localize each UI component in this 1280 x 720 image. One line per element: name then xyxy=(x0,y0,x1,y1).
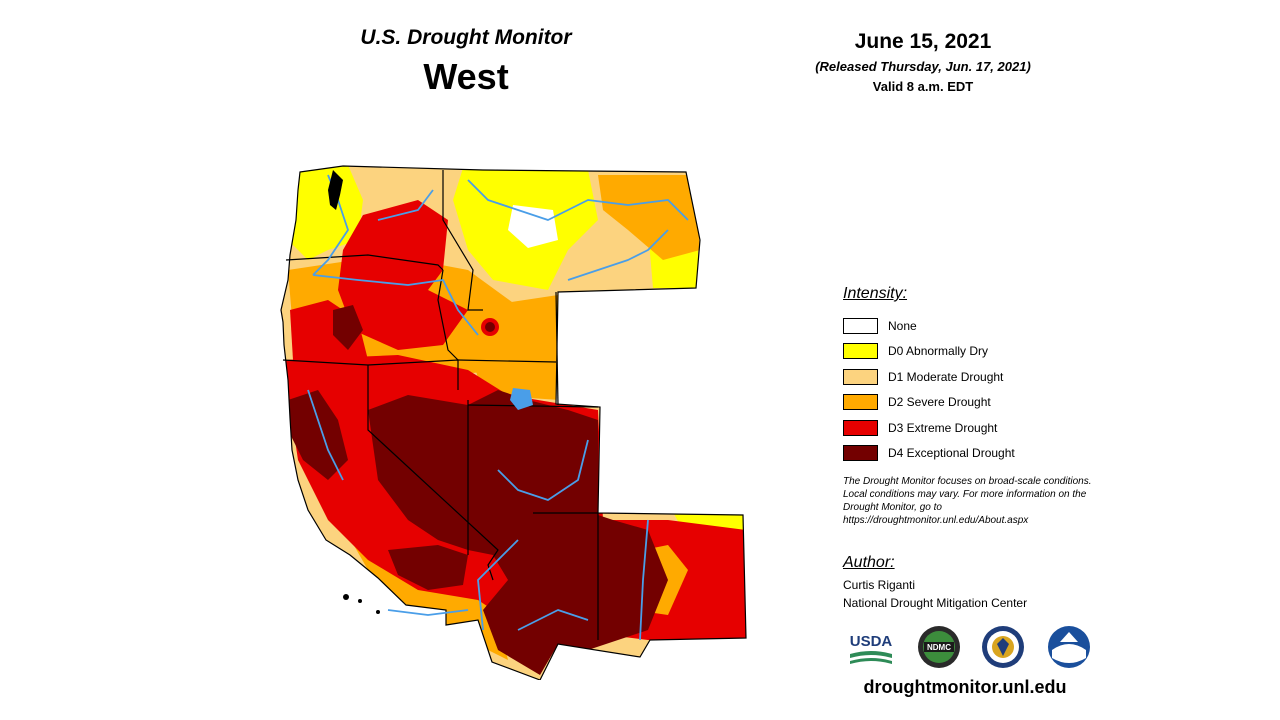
partner-logos: USDA NDMC xyxy=(848,624,1098,670)
legend-item-d2: D2 Severe Drought xyxy=(843,390,1015,416)
legend-swatch-d4 xyxy=(843,445,878,462)
legend-swatch-d1 xyxy=(843,368,878,385)
legend-swatch-none xyxy=(843,317,878,334)
legend-item-d3: D3 Extreme Drought xyxy=(843,415,1015,441)
commerce-seal-logo xyxy=(982,626,1024,668)
puget-sound-islands xyxy=(328,170,343,210)
author-heading: Author: xyxy=(843,554,895,571)
d3-spot-oregon xyxy=(419,286,427,294)
map-date: June 15, 2021 xyxy=(854,30,992,53)
legend-swatch-d2 xyxy=(843,394,878,411)
svg-text:NDMC: NDMC xyxy=(927,643,951,652)
footer-url[interactable]: droughtmonitor.unl.edu xyxy=(863,677,1067,697)
great-salt-lake xyxy=(510,388,533,410)
legend-label: None xyxy=(888,318,917,333)
d4-area-california-south xyxy=(388,545,468,590)
legend-heading: Intensity: xyxy=(843,285,908,302)
none-area-montana xyxy=(508,205,558,248)
channel-island-3 xyxy=(376,610,380,614)
channel-island-2 xyxy=(358,599,362,603)
rivers xyxy=(307,174,689,641)
legend-item-none: None xyxy=(843,313,1015,339)
map-title-region: West xyxy=(423,56,509,97)
map-title-small: U.S. Drought Monitor xyxy=(360,26,572,49)
usda-logo: USDA xyxy=(850,633,893,664)
d2-area-montana xyxy=(598,175,700,260)
ndmc-logo: NDMC xyxy=(918,626,960,668)
d3-area-north xyxy=(338,200,468,350)
channel-island-1 xyxy=(343,594,349,600)
state-borders xyxy=(280,165,747,680)
release-date: (Released Thursday, Jun. 17, 2021) xyxy=(815,59,1031,74)
drought-map xyxy=(280,165,747,680)
legend-label: D2 Severe Drought xyxy=(888,395,991,410)
legend-label: D4 Exceptional Drought xyxy=(888,446,1015,461)
author-organization: National Drought Mitigation Center xyxy=(843,596,1028,610)
d4-area-southwest xyxy=(368,390,668,675)
valid-time: Valid 8 a.m. EDT xyxy=(872,79,974,94)
legend-item-d1: D1 Moderate Drought xyxy=(843,364,1015,390)
svg-text:USDA: USDA xyxy=(850,633,893,650)
legend: None D0 Abnormally Dry D1 Moderate Droug… xyxy=(843,313,1015,466)
d4-spot-idaho xyxy=(485,322,495,332)
d4-area-california-north xyxy=(288,390,348,480)
legend-label: D1 Moderate Drought xyxy=(888,369,1004,384)
noaa-logo xyxy=(1048,626,1090,668)
disclaimer-note: The Drought Monitor focuses on broad-sca… xyxy=(843,476,1092,526)
legend-label: D0 Abnormally Dry xyxy=(888,344,989,359)
legend-label: D3 Extreme Drought xyxy=(888,420,998,435)
author-name: Curtis Riganti xyxy=(843,578,916,592)
d4-spot-oregon xyxy=(333,305,363,350)
legend-item-d4: D4 Exceptional Drought xyxy=(843,441,1015,467)
legend-swatch-d3 xyxy=(843,419,878,436)
legend-swatch-d0 xyxy=(843,343,878,360)
legend-item-d0: D0 Abnormally Dry xyxy=(843,339,1015,365)
